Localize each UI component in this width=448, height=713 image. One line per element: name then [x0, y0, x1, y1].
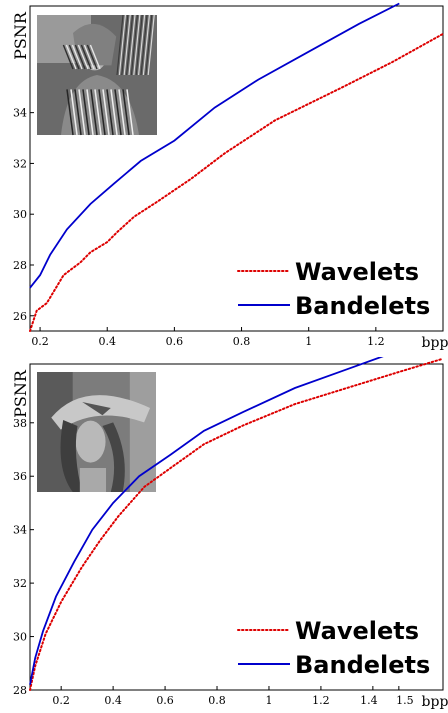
- x-tick-label: 1.2: [367, 335, 385, 348]
- x-axis-label: bpp: [422, 335, 448, 351]
- x-tick-label: 0.2: [31, 335, 49, 348]
- barbara-psnr-chart: 0.2 0.4 0.6 0.8 1 1.2 26 28 30 32 34 PSNR bpp Wavelet…: [11, 2, 448, 351]
- x-tick-label: 0.8: [208, 694, 226, 707]
- lena-chart-panel: 0.2 0.4 0.6 0.8 1 1.2 1.4 1.5 28 30 32 34 36 38 PSNR bp…: [0, 357, 448, 713]
- x-tick-label: 0.6: [166, 335, 184, 348]
- y-tick-label: 28: [13, 259, 27, 272]
- barbara-chart-panel: 0.2 0.4 0.6 0.8 1 1.2 26 28 30 32 34 PSNR bpp Wavelet…: [0, 0, 448, 356]
- legend-label-bandelets: Bandelets: [295, 292, 430, 320]
- barbara-image: [37, 14, 157, 136]
- plot-frame: [29, 5, 444, 332]
- x-tick-label: 1.2: [312, 694, 330, 707]
- x-tick-label: 1: [305, 335, 312, 348]
- y-tick-label: 38: [13, 417, 27, 430]
- x-tick-label: 1: [265, 694, 272, 707]
- y-axis-label: PSNR: [11, 369, 30, 418]
- x-tick-label: 1.5: [396, 694, 414, 707]
- y-tick-label: 30: [13, 208, 27, 221]
- lena-image: [37, 372, 156, 492]
- y-tick-label: 36: [13, 470, 27, 483]
- y-axis-label: PSNR: [11, 11, 30, 60]
- series-line-wavelets: [29, 32, 444, 332]
- series-line-bandelets: [29, 2, 400, 289]
- legend-label-wavelets: Wavelets: [295, 258, 419, 286]
- x-tick-label: 0.4: [98, 335, 116, 348]
- y-tick-label: 28: [13, 684, 27, 697]
- x-axis-label: bpp: [422, 694, 448, 710]
- y-tick-label: 26: [13, 310, 27, 323]
- series-line-bandelets: [29, 357, 384, 685]
- x-tick-label: 1.4: [360, 694, 378, 707]
- x-tick-label: 0.8: [233, 335, 251, 348]
- legend-label-bandelets: Bandelets: [295, 651, 430, 679]
- x-tick-label: 0.6: [156, 694, 174, 707]
- y-tick-label: 32: [13, 577, 27, 590]
- y-tick-label: 30: [13, 631, 27, 644]
- plot-frame: [29, 363, 444, 691]
- legend-label-wavelets: Wavelets: [295, 617, 419, 645]
- series-line-wavelets: [29, 357, 444, 691]
- y-tick-label: 32: [13, 157, 27, 170]
- y-tick-label: 34: [13, 524, 27, 537]
- y-tick-label: 34: [13, 107, 27, 120]
- x-tick-label: 0.2: [52, 694, 70, 707]
- x-tick-label: 0.4: [104, 694, 122, 707]
